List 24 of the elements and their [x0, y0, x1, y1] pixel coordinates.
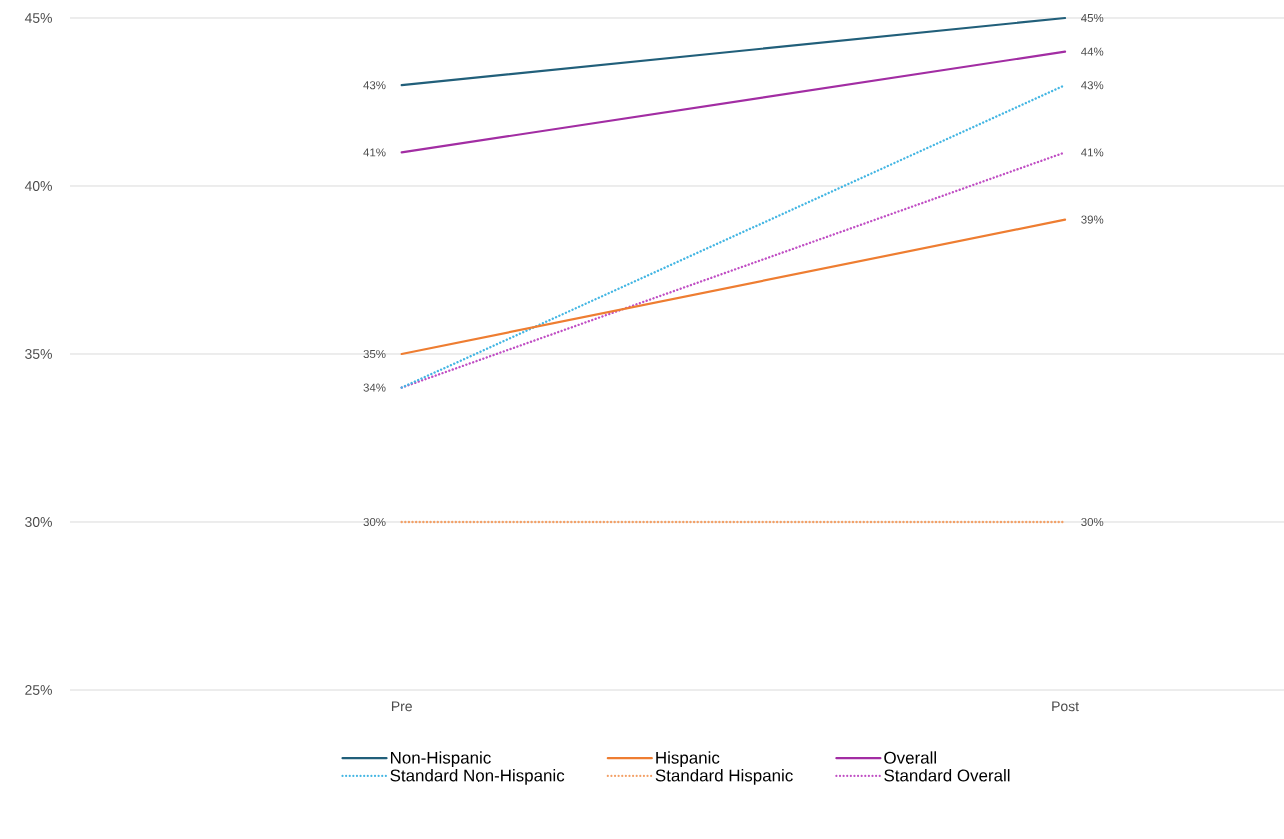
y-tick-label: 40%	[24, 181, 52, 191]
data-label: 45%	[1081, 13, 1104, 23]
legend-label: Standard Non-Hispanic	[390, 769, 565, 785]
data-label: 41%	[363, 148, 386, 157]
data-label: 35%	[363, 349, 386, 359]
y-tick-label: 35%	[25, 349, 52, 359]
x-tick-label: Pre	[391, 701, 412, 712]
legend-label: Standard Hispanic	[655, 769, 793, 785]
data-label: 34%	[363, 383, 386, 392]
data-label: 43%	[1081, 81, 1104, 90]
y-tick-label: 25%	[25, 685, 52, 695]
data-label: 43%	[363, 81, 386, 90]
data-label: 44%	[1081, 47, 1104, 56]
legend-label: Hispanic	[656, 751, 720, 768]
legend-label: Standard Overall	[884, 769, 1010, 782]
legend-label: Non-Hispanic	[391, 751, 491, 768]
data-label: 30%	[363, 517, 386, 527]
x-tick-label: Post	[1052, 701, 1079, 712]
data-label: 39%	[1081, 215, 1104, 224]
data-label: 30%	[1081, 517, 1104, 527]
y-tick-label: 30%	[25, 517, 52, 527]
legend-label: Overall	[884, 751, 936, 764]
y-tick-label: 45%	[24, 13, 52, 23]
data-label: 41%	[1081, 148, 1104, 157]
